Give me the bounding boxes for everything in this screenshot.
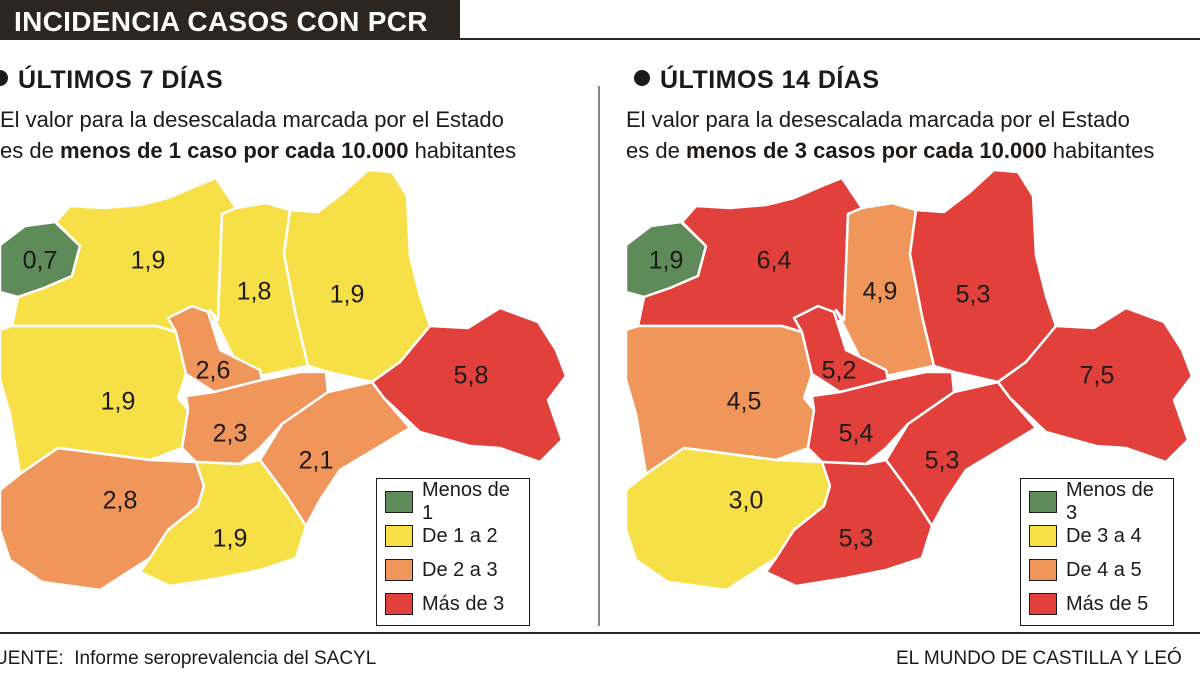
legend-swatch xyxy=(385,593,413,615)
legend-item: De 4 a 5 xyxy=(1029,553,1165,587)
region-value-label: 2,3 xyxy=(213,420,248,448)
subtitle-line2: es de menos de 1 caso por cada 10.000 ha… xyxy=(0,138,517,163)
map-region xyxy=(764,458,934,588)
subtitle-line1: El valor para la desescalada marcada por… xyxy=(626,107,1130,132)
region-value-label: 4,5 xyxy=(727,388,762,416)
map-7-days: 0,7 1,9 1,8 1,9 1,9 2,6 2,3 2,1 5,8 2,8 1,9 xyxy=(0,168,568,592)
map-region xyxy=(138,458,308,588)
region-value-label: 7,5 xyxy=(1080,362,1115,390)
subtitle-line2: es de menos de 3 casos por cada 10.000 h… xyxy=(626,138,1155,163)
legend-item: Más de 5 xyxy=(1029,587,1165,621)
map-region xyxy=(282,168,432,384)
panel-heading-7-days: ÚLTIMOS 7 DÍAS xyxy=(0,66,223,95)
region-value-label: 6,4 xyxy=(757,247,792,275)
legend-swatch xyxy=(1029,559,1057,581)
legend-7-days: Menos de 1 De 1 a 2 De 2 a 3 Más de 3 xyxy=(376,478,530,626)
region-value-label: 2,1 xyxy=(299,447,334,475)
region-value-label: 1,9 xyxy=(330,281,365,309)
map-region xyxy=(370,306,568,464)
title-rule xyxy=(460,38,1200,40)
legend-item: Menos de 3 xyxy=(1029,479,1165,524)
legend-item: De 1 a 2 xyxy=(385,519,521,553)
footer-rule xyxy=(0,632,1200,634)
region-value-label: 5,4 xyxy=(839,420,874,448)
region-value-label: 1,9 xyxy=(649,247,684,275)
map-region xyxy=(908,168,1058,384)
map-14-days: 1,9 6,4 4,9 5,3 4,5 5,2 5,4 5,3 7,5 3,0 5,3 xyxy=(624,168,1194,592)
region-value-label: 1,9 xyxy=(131,247,166,275)
legend-item: De 3 a 4 xyxy=(1029,519,1165,553)
region-value-label: 5,3 xyxy=(956,281,991,309)
legend-swatch xyxy=(1029,491,1057,513)
region-value-label: 5,3 xyxy=(925,447,960,475)
bullet-dot-icon xyxy=(0,70,8,86)
region-value-label: 5,3 xyxy=(839,525,874,553)
legend-swatch xyxy=(1029,593,1057,615)
legend-item: Más de 3 xyxy=(385,587,521,621)
map-region xyxy=(996,306,1194,464)
panel-subtitle-14-days: El valor para la desescalada marcada por… xyxy=(626,104,1154,166)
region-value-label: 1,9 xyxy=(101,388,136,416)
map-region xyxy=(834,201,936,378)
footer-credit: EL MUNDO DE CASTILLA Y LEÓ xyxy=(896,648,1182,669)
panel-subtitle-7-days: El valor para la desescalada marcada por… xyxy=(0,104,516,166)
region-value-label: 1,8 xyxy=(237,278,272,306)
panel-heading-14-days: ÚLTIMOS 14 DÍAS xyxy=(634,66,880,95)
legend-swatch xyxy=(385,525,413,547)
panel-divider xyxy=(598,86,600,626)
bullet-dot-icon xyxy=(634,70,650,86)
region-value-label: 3,0 xyxy=(729,487,764,515)
region-value-label: 5,2 xyxy=(822,357,857,385)
legend-item: De 2 a 3 xyxy=(385,553,521,587)
page-title: INCIDENCIA CASOS CON PCR xyxy=(14,6,428,37)
region-value-label: 0,7 xyxy=(23,247,58,275)
title-bar: INCIDENCIA CASOS CON PCR xyxy=(0,0,460,40)
legend-swatch xyxy=(385,559,413,581)
region-value-label: 5,8 xyxy=(454,362,489,390)
map-region xyxy=(166,304,264,394)
map-region xyxy=(792,304,890,394)
map-region xyxy=(208,201,310,378)
legend-swatch xyxy=(1029,525,1057,547)
region-value-label: 4,9 xyxy=(863,278,898,306)
footer-source: UENTE: Informe seroprevalencia del SACYL xyxy=(0,648,377,669)
legend-swatch xyxy=(385,491,413,513)
region-value-label: 2,6 xyxy=(196,357,231,385)
legend-14-days: Menos de 3 De 3 a 4 De 4 a 5 Más de 5 xyxy=(1020,478,1174,626)
subtitle-line1: El valor para la desescalada marcada por… xyxy=(0,107,504,132)
legend-item: Menos de 1 xyxy=(385,479,521,524)
region-value-label: 1,9 xyxy=(213,525,248,553)
region-value-label: 2,8 xyxy=(103,487,138,515)
